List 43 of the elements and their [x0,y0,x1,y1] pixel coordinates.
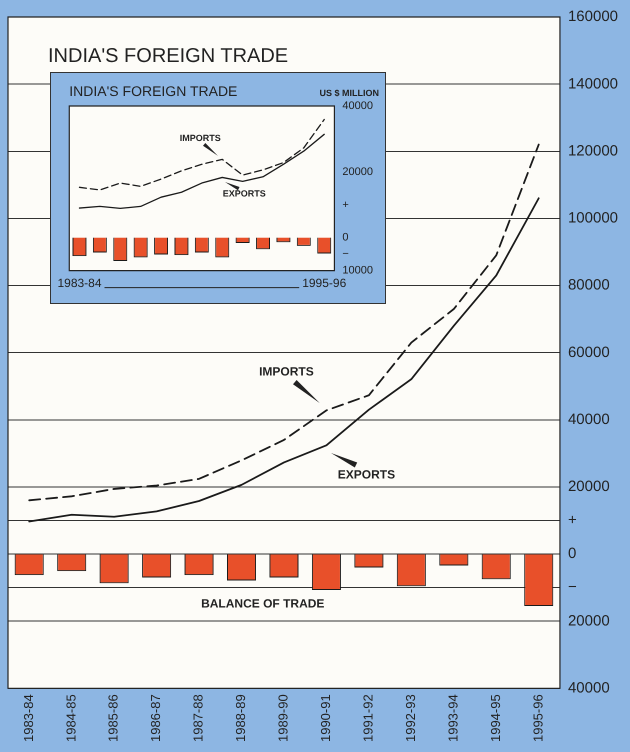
x-tick-label: 1991-92 [360,694,376,742]
x-tick-label: 1983-84 [57,276,102,290]
x-tick-label: 1989-90 [276,694,291,742]
series-label: IMPORTS [180,132,221,143]
x-tick-label: 1983-84 [20,694,36,742]
x-tick-label: 1984-85 [63,694,78,742]
y-tick-label: − [342,248,349,260]
y-tick-label: 20000 [568,612,610,630]
y-tick-label: 40000 [342,100,374,112]
y-axis-title: US $ MILLION [319,88,379,98]
line-series [28,144,540,502]
y-tick-label: 120000 [568,142,618,160]
x-tick-label: 1995-96 [302,276,347,290]
y-tick-label: − [568,578,577,596]
y-tick-label: + [342,198,349,211]
y-tick-label: 0 [342,232,349,244]
y-tick-label: 160000 [568,8,618,26]
y-tick-label: 20000 [342,166,374,178]
x-tick-label: 1990-91 [318,694,334,742]
text: INDIA'S FOREIGN TRADE [48,45,288,67]
y-tick-label: 140000 [568,75,618,92]
text: IMPORTS [259,364,314,379]
x-tick-label: 1988-89 [233,694,248,742]
y-tick-label: 10000 [342,264,374,277]
y-tick-label: 100000 [568,210,618,227]
legend-label: EXPORTS [338,468,396,482]
y-tick-label: 60000 [568,344,610,361]
x-tick-label: 1995-96 [530,694,546,742]
y-tick-label: 0 [568,545,576,562]
y-tick-label: 40000 [568,679,610,696]
y-tick-label: + [568,512,577,529]
x-tick-label: 1992-93 [402,694,418,742]
x-tick-label: 1985-86 [106,694,121,742]
series-label: BALANCE OF TRADE [201,596,324,610]
x-tick-label: 1994-95 [488,694,503,742]
x-tick-label: 1993-94 [445,694,460,742]
y-tick-label: 20000 [568,478,610,496]
y-tick-label: 80000 [568,276,610,294]
x-tick-label: 1987-88 [190,694,206,742]
x-tick-label: 1986-87 [148,694,164,742]
y-tick-label: 40000 [568,410,610,428]
legend-label: EXPORTS [222,188,266,198]
chart-title: INDIA'S FOREIGN TRADE [69,83,238,99]
